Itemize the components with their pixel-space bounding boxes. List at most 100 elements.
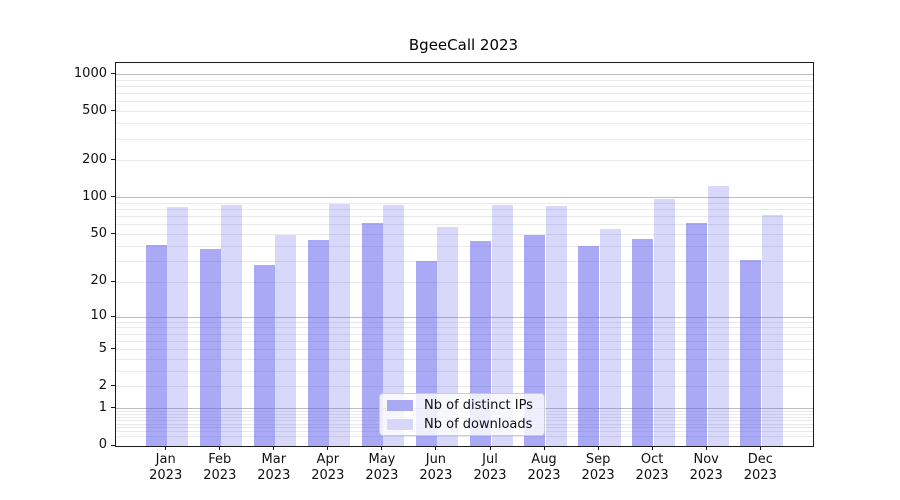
gridline-minor [116, 79, 813, 81]
gridline-major [116, 197, 813, 199]
x-tick-label: Jan 2023 [136, 452, 196, 484]
x-tick-label-line: 2023 [743, 468, 777, 483]
y-tick [111, 280, 115, 282]
x-tick-label-line: 2023 [149, 468, 183, 483]
bar-distinct-ips-may [361, 223, 383, 446]
y-tick-label: 0 [98, 437, 107, 452]
legend-swatch-distinct-ips [387, 399, 413, 411]
x-tick-label-line: Feb [208, 452, 232, 467]
y-tick-label: 200 [82, 151, 107, 167]
x-tick-label-line: Apr [316, 452, 340, 467]
gridline-minor [116, 234, 813, 236]
x-tick-label: May 2023 [352, 452, 412, 484]
x-tick-label: Mar 2023 [244, 452, 304, 484]
bar-downloads-jan [167, 207, 189, 446]
legend-label-distinct-ips: Nb of distinct IPs [424, 397, 533, 413]
y-tick [111, 385, 115, 387]
legend-item-distinct-ips: Nb of distinct IPs [380, 398, 544, 413]
gridline-minor [116, 386, 813, 388]
y-tick-label: 1 [98, 399, 107, 415]
y-tick-label: 1000 [73, 65, 107, 81]
gridline-minor [116, 333, 813, 335]
gridline-minor [116, 123, 813, 125]
plot-area [115, 62, 814, 447]
x-tick-label: Aug 2023 [514, 452, 574, 484]
y-tick [111, 73, 115, 74]
x-tick-label: Sep 2023 [568, 452, 628, 484]
x-tick [327, 446, 329, 450]
y-tick-label: 20 [90, 273, 107, 289]
x-tick-label-line: 2023 [581, 468, 615, 483]
y-tick [111, 444, 115, 446]
gridline-major [116, 74, 813, 75]
x-tick-label-line: 2023 [689, 468, 723, 483]
gridline-minor [116, 216, 813, 218]
gridline-minor [116, 340, 813, 342]
y-tick [111, 196, 115, 198]
x-tick-label: Jun 2023 [406, 452, 466, 484]
gridline-minor [116, 327, 813, 329]
x-tick-label-line: Aug [531, 452, 557, 467]
y-tick [111, 159, 115, 161]
bar-downloads-may [383, 205, 405, 446]
x-tick [435, 446, 437, 450]
x-tick [219, 446, 221, 450]
gridline-minor [116, 138, 813, 140]
x-tick-label-line: Mar [261, 452, 287, 467]
bar-downloads-sep [599, 228, 621, 446]
x-tick-label-line: 2023 [419, 468, 453, 483]
bar-distinct-ips-nov [686, 223, 707, 446]
y-tick-label: 10 [90, 308, 107, 324]
bar-distinct-ips-jan [145, 245, 167, 446]
x-tick-label-line: 2023 [473, 468, 507, 483]
y-tick [111, 407, 115, 409]
y-tick-label: 100 [82, 188, 107, 204]
y-tick-label: 5 [98, 340, 107, 356]
gridline-minor [116, 93, 813, 95]
bar-downloads-aug [545, 205, 567, 446]
bar-downloads-jun [437, 226, 459, 446]
bar-distinct-ips-apr [307, 240, 329, 446]
bar-distinct-ips-feb [199, 249, 221, 446]
x-tick [759, 446, 761, 450]
x-tick-label-line: Jul [482, 452, 498, 467]
x-tick-label-line: 2023 [257, 468, 291, 483]
x-tick-label-line: 2023 [203, 468, 237, 483]
x-tick-label-line: 2023 [365, 468, 399, 483]
x-tick [489, 446, 491, 450]
x-tick [705, 446, 707, 450]
x-tick-label: Oct 2023 [622, 452, 682, 484]
legend-item-downloads: Nb of downloads [380, 417, 544, 432]
y-tick [111, 348, 115, 350]
y-tick-label: 2 [98, 377, 107, 393]
gridline-minor [116, 371, 813, 372]
x-tick-label-line: 2023 [527, 468, 561, 483]
gridline-minor [116, 359, 813, 360]
gridline-minor [116, 209, 813, 211]
gridline-minor [116, 349, 813, 351]
gridline-minor [116, 245, 813, 247]
gridline-minor [116, 281, 813, 283]
bar-downloads-nov [707, 185, 729, 446]
x-tick [165, 446, 167, 450]
bar-downloads-jul [491, 204, 513, 446]
y-tick-label: 50 [90, 225, 107, 241]
x-tick-label-line: Sep [585, 452, 611, 467]
x-tick-label: Dec 2023 [730, 452, 790, 484]
x-tick [543, 446, 545, 450]
x-tick-label: Jul 2023 [460, 452, 520, 484]
gridline-minor [116, 86, 813, 87]
y-tick [111, 233, 115, 235]
legend-label-downloads: Nb of downloads [424, 416, 533, 432]
gridline-minor [116, 202, 813, 204]
x-tick [381, 446, 383, 450]
bar-downloads-dec [761, 215, 783, 446]
x-tick-label-line: Nov [693, 452, 719, 467]
x-tick [651, 446, 653, 450]
gridline-minor [116, 101, 813, 103]
bar-downloads-apr [329, 204, 351, 446]
gridline-major [116, 316, 813, 318]
gridline-minor [116, 111, 813, 113]
bar-distinct-ips-sep [577, 246, 599, 446]
x-tick-label-line: Dec [747, 452, 773, 467]
